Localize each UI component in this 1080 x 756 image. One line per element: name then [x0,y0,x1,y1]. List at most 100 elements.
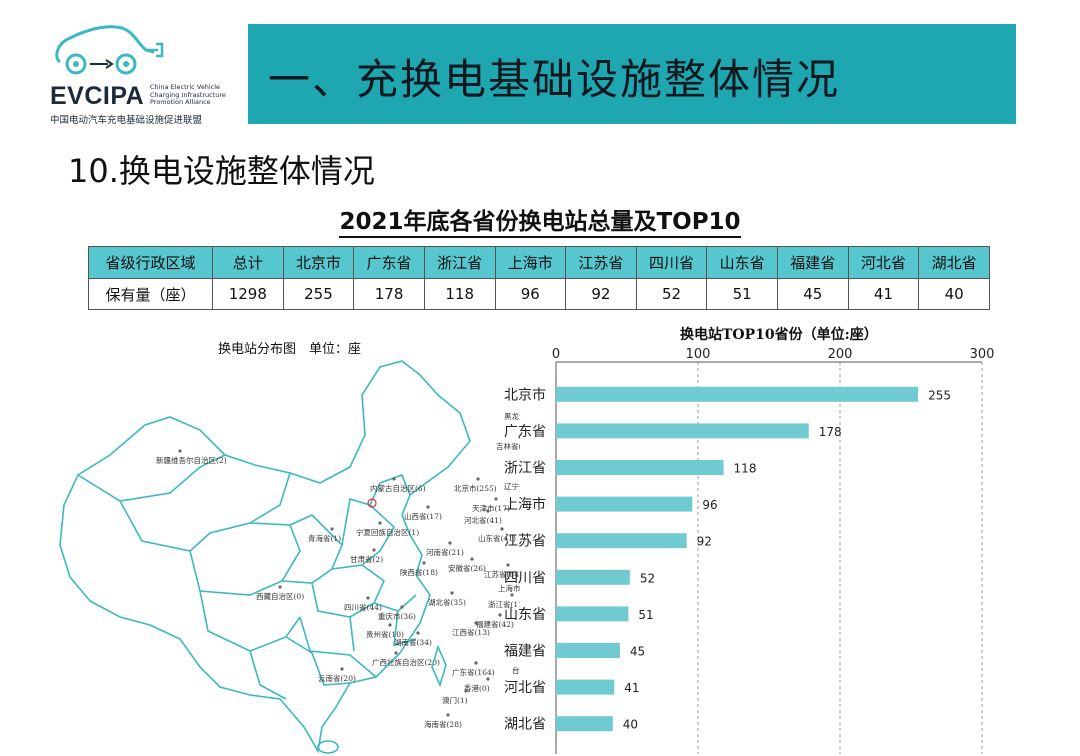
value-label: 118 [734,462,757,476]
map-title: 换电站分布图 单位：座 [218,342,362,357]
map-label: 西藏自治区(0) [256,591,304,601]
map-label: 海南省(28) [424,719,462,729]
table-cell: 51 [706,278,778,310]
value-label: 51 [638,608,653,622]
map-label: 香港(0) [464,683,490,693]
value-label: 92 [697,535,712,549]
category-label: 福建省 [504,644,546,660]
map-point [388,623,392,627]
map-label: 吉林省(10) [496,441,520,451]
hainan-outline [317,740,339,754]
map-label: 湖北省(35) [428,597,466,607]
category-label: 浙江省 [504,461,546,477]
map-point [506,563,510,567]
column-header: 浙江省 [423,246,496,279]
bar [556,496,693,512]
map-point [394,651,398,655]
value-label: 45 [630,645,645,659]
table-cell: 178 [353,278,425,310]
header-band: 一、充换电基础设施整体情况 [248,24,1016,124]
category-label: 广东省 [504,424,546,440]
x-tick-label: 100 [686,347,711,362]
map-point [378,521,382,525]
category-label: 四川省 [504,570,546,586]
logo-wordmark: EVCIPA [50,82,145,110]
table-cell: 1298 [212,278,284,310]
bar [556,533,687,549]
column-header: 北京市 [282,246,355,279]
map-label: 福建省(42) [476,619,514,629]
map-point [474,621,478,625]
evcipa-logo: EVCIPA China Electric Vehicle Charging I… [46,18,226,128]
map-point [416,631,420,635]
map-label: 台湾 [512,665,520,675]
map-point [498,613,502,617]
map-outline [59,360,471,754]
map-point [470,557,474,561]
map-point [422,561,426,565]
table-cell: 255 [282,278,355,310]
china-map: 新疆维吾尔自治区(2) 西藏自治区(0) 青海省(1) 甘肃省(2) 宁夏回族自治区(1… [59,360,520,754]
bar [556,606,629,622]
bar [556,679,615,695]
map-label: 甘肃省(2) [350,554,383,564]
map-point [510,593,514,597]
chart-title: 换电站TOP10省份（单位:座） [680,327,878,343]
bar [556,569,630,585]
column-header: 上海市 [494,246,567,279]
map-point [464,689,468,693]
bar [556,423,809,439]
map-labels: 新疆维吾尔自治区(2) 西藏自治区(0) 青海省(1) 甘肃省(2) 宁夏回族自治区(1… [156,411,520,729]
map-point [400,605,404,609]
table-title-text: 2021年底各省份换电站总量及TOP10 [339,209,741,238]
chart-grid [555,361,983,754]
column-header: 四川省 [635,246,708,279]
province-borders [77,454,417,700]
bar [556,716,613,732]
x-tick-label: 0 [552,347,560,362]
value-label: 52 [640,571,655,585]
map-label: 江苏省(84) [484,569,520,579]
table-cell: 96 [494,278,567,310]
table-cell: 40 [918,278,990,310]
column-header: 福建省 [777,246,849,279]
beijing-star-icon [367,498,377,508]
column-header: 山东省 [706,246,778,279]
map-point [486,677,490,681]
map-label: 广东省(164) [452,667,495,677]
map-point [486,509,490,513]
taiwan-outline [431,644,447,688]
map-label: 湖南省(34) [394,637,432,647]
logo-english-name: China Electric Vehicle Charging Infrastr… [150,83,226,106]
map-point [476,477,480,481]
table-row: 保有量（座） 1298 255 178 118 96 92 52 51 45 4… [88,278,990,310]
chart-value-labels: 255 178 118 96 92 52 51 45 41 40 [623,388,951,731]
page-title: 一、充换电基础设施整体情况 [268,55,841,104]
category-label: 江苏省 [504,534,546,550]
column-header: 总计 [212,246,284,279]
map-point [340,667,344,671]
map-label: 重庆市(36) [378,611,416,621]
map-label: 宁夏回族自治区(1) [356,527,419,537]
bar [556,460,724,475]
table-title: 2021年底各省份换电站总量及TOP10 [0,202,1080,238]
map-point [426,505,430,509]
car-plug-icon [55,25,164,75]
x-tick-label: 300 [970,347,995,362]
map-label: 江西省(13) [452,627,490,637]
chart-bars [556,386,919,732]
map-label: 浙江省(112) [488,599,520,609]
map-label: 云南省(20) [318,673,356,683]
map-label: 上海市(87) [498,583,520,593]
logo-chinese-name: 中国电动汽车充电基础设施促进联盟 [50,115,203,126]
map-label: 青海省(1) [308,533,341,543]
map-label: 贵州省(10) [366,629,404,639]
chart-x-ticks: 0 100 200 300 [552,347,995,362]
x-tick-label: 200 [828,347,853,362]
map-label: 河南省(21) [426,547,464,557]
top10-bar-chart: 0 100 200 300 北京市广东省浙江省上海市江苏省四川省山东省福建省河北省湖北… [504,347,995,754]
map-label: 辽宁省(14) [504,481,520,491]
table-cell: 52 [635,278,708,310]
map-point [448,541,452,545]
